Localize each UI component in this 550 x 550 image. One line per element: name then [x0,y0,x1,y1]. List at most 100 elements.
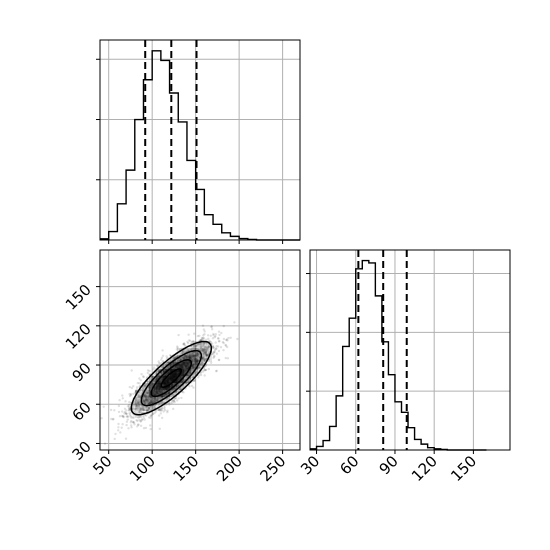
scatter-point [204,353,208,356]
scatter-point [136,407,139,410]
scatter-point [177,358,180,361]
scatter-point [148,402,151,405]
scatter-point [174,365,177,369]
scatter-point [184,354,187,357]
scatter-point [157,396,160,399]
scatter-point [203,374,206,377]
contour-line [130,340,213,416]
scatter-point [190,358,194,361]
scatter-point [167,397,171,400]
scatter-point [210,325,213,329]
scatter-point [162,410,165,413]
scatter-point [177,333,180,337]
scatter-point [159,408,163,411]
scatter-point [149,427,152,431]
scatter-point [169,364,172,367]
scatter-point [202,349,205,353]
scatter-point [95,432,97,434]
scatter-point [135,400,138,403]
scatter-point [192,365,195,369]
scatter-point [134,391,137,394]
scatter-point [152,398,155,401]
scatter-point [195,358,198,361]
scatter-point [222,324,225,328]
density-cell [184,348,191,355]
scatter-point [204,348,207,352]
scatter-point [154,378,157,381]
scatter-point [149,396,153,399]
scatter-point [123,412,126,415]
scatter-point [145,398,148,401]
ticks [96,58,284,244]
scatter-point [201,347,204,351]
scatter-point [156,396,159,400]
scatter-point [178,383,181,386]
scatter-point [145,399,148,402]
scatter-point [191,359,194,362]
scatter-point [121,410,124,413]
scatter-point [163,395,166,398]
density-cell [149,390,156,397]
scatter-point [191,363,194,367]
scatter-point [200,338,203,341]
scatter-point [186,340,189,343]
scatter-point [149,400,153,403]
scatter-point [138,415,142,418]
scatter-point [204,347,207,351]
scatter-point [192,360,196,364]
density-cell [198,362,205,369]
scatter-point [125,412,128,415]
scatter-point [154,399,157,402]
scatter-point [145,391,148,395]
scatter-point [225,338,228,342]
scatter-point [149,401,152,405]
contour-line [140,349,203,407]
scatter-point [196,355,199,358]
scatter-point [179,358,182,361]
scatter-point [202,359,205,362]
scatter-point [185,355,189,358]
scatter-point [132,421,135,424]
scatter-point [224,343,227,347]
scatter-point [148,369,151,373]
scatter-point [195,370,199,373]
scatter-point [110,417,113,421]
scatter-point [152,400,155,403]
scatter-point [193,359,196,363]
scatter-point [215,347,218,350]
scatter-point [192,358,195,361]
scatter-point [174,397,177,400]
scatter-point [128,407,131,411]
scatter-point [121,397,124,400]
scatter-point [174,366,177,370]
scatter-point [112,417,115,421]
scatter-point [142,398,145,402]
marginal-histogram-x [96,39,301,244]
scatter-point [146,397,149,400]
scatter-point [148,386,151,389]
scatter-point [193,332,196,335]
scatter-point [198,355,201,358]
scatter-point [181,350,184,354]
scatter-point [152,396,155,399]
scatter-point [197,352,200,355]
scatter-point [159,412,162,415]
scatter-point [211,342,214,345]
scatter-point [149,400,152,403]
scatter-point [138,408,142,411]
scatter-point [182,356,185,359]
scatter-point [148,402,151,405]
density-cell [170,390,177,397]
scatter-point [182,356,186,360]
scatter-point [196,351,199,355]
density-cell [170,369,177,376]
scatter-point [193,359,196,362]
scatter-point [143,402,146,405]
scatter-point [158,368,161,371]
scatter-point [219,346,223,349]
scatter-point [206,346,210,350]
scatter-point [217,330,221,333]
scatter-point [202,334,205,337]
density-cell [142,404,149,411]
scatter-point [146,399,149,402]
